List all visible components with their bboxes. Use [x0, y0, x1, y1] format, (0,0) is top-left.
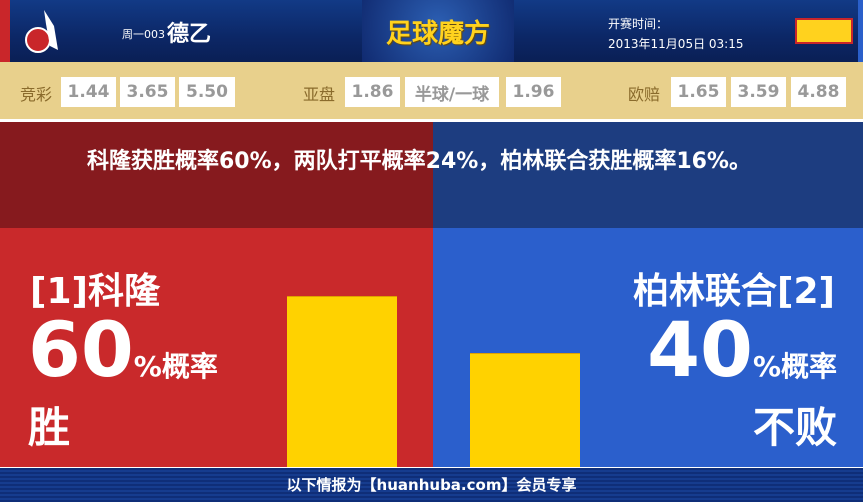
home-result: 胜: [28, 403, 71, 452]
away-percent: 40%概率: [647, 310, 837, 407]
match-code: 周一003: [122, 28, 165, 41]
summary-bg-home: [0, 122, 433, 228]
league-name: 德乙: [167, 22, 212, 47]
kickoff-label: 开赛时间：: [608, 17, 669, 31]
summary-bg-away: [433, 122, 863, 228]
yapan-odd: 1.86: [345, 77, 400, 107]
odds-bar: 竞彩 1.44 3.65 5.50 亚盘 1.86 半球/一球 1.96 欧赔 …: [0, 62, 863, 119]
kickoff-time: 2013年11月05日 03:15: [608, 37, 744, 51]
away-team-logo: [795, 18, 853, 44]
home-team-logo: [25, 10, 58, 53]
probability-summary: 科隆获胜概率60%，两队打平概率24%，柏林联合获胜概率16%。: [87, 149, 751, 174]
home-percent-value: 60: [28, 305, 134, 394]
yapan-odd: 1.96: [506, 77, 561, 107]
away-percent-value: 40: [647, 305, 753, 394]
header: 周一003德乙 足球魔方 开赛时间： 2013年11月05日 03:15: [0, 0, 863, 62]
match-info: 周一003德乙: [122, 16, 211, 48]
oupei-label: 欧赔: [628, 85, 661, 104]
jingcai-label: 竞彩: [20, 85, 53, 104]
jingcai-odd: 5.50: [179, 77, 235, 107]
home-team-name: [1]科隆: [30, 271, 160, 312]
away-probability-bar: [470, 353, 580, 467]
oupei-odd: 3.59: [731, 77, 786, 107]
kickoff: 开赛时间： 2013年11月05日 03:15: [608, 14, 743, 54]
oupei-odd: 4.88: [791, 77, 846, 107]
away-team-name: 柏林联合[2]: [633, 271, 835, 312]
oupei-odd: 1.65: [671, 77, 726, 107]
home-percent: 60%概率: [28, 310, 218, 407]
yapan-label: 亚盘: [303, 85, 336, 104]
home-probability-bar: [287, 296, 397, 467]
footer-banner[interactable]: 以下情报为【huanhuba.com】会员专享: [0, 467, 863, 502]
yapan-handicap: 半球/一球: [405, 77, 499, 107]
home-percent-suffix: %概率: [133, 350, 218, 383]
jingcai-odd: 1.44: [61, 77, 116, 107]
brand-logo: 足球魔方: [362, 0, 514, 62]
jingcai-odd: 3.65: [120, 77, 175, 107]
away-percent-suffix: %概率: [752, 350, 837, 383]
away-result: 不败: [752, 403, 837, 452]
